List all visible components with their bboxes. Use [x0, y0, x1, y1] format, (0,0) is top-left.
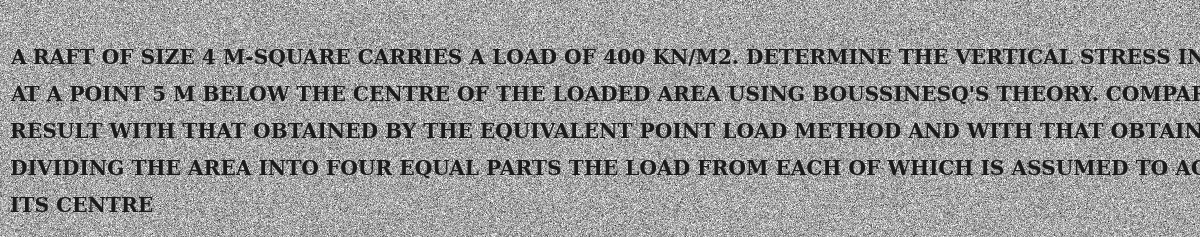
Text: A RAFT OF SIZE 4 M-SQUARE CARRIES A LOAD OF 400 KN/M2. DETERMINE THE VERTICAL ST: A RAFT OF SIZE 4 M-SQUARE CARRIES A LOAD… — [10, 48, 1200, 68]
Text: DIVIDING THE AREA INTO FOUR EQUAL PARTS THE LOAD FROM EACH OF WHICH IS ASSUMED T: DIVIDING THE AREA INTO FOUR EQUAL PARTS … — [10, 159, 1200, 179]
Text: RESULT WITH THAT OBTAINED BY THE EQUIVALENT POINT LOAD METHOD AND WITH THAT OBTA: RESULT WITH THAT OBTAINED BY THE EQUIVAL… — [10, 122, 1200, 142]
Text: AT A POINT 5 M BELOW THE CENTRE OF THE LOADED AREA USING BOUSSINESQ'S THEORY. CO: AT A POINT 5 M BELOW THE CENTRE OF THE L… — [10, 85, 1200, 105]
Text: ITS CENTRE: ITS CENTRE — [10, 196, 154, 216]
